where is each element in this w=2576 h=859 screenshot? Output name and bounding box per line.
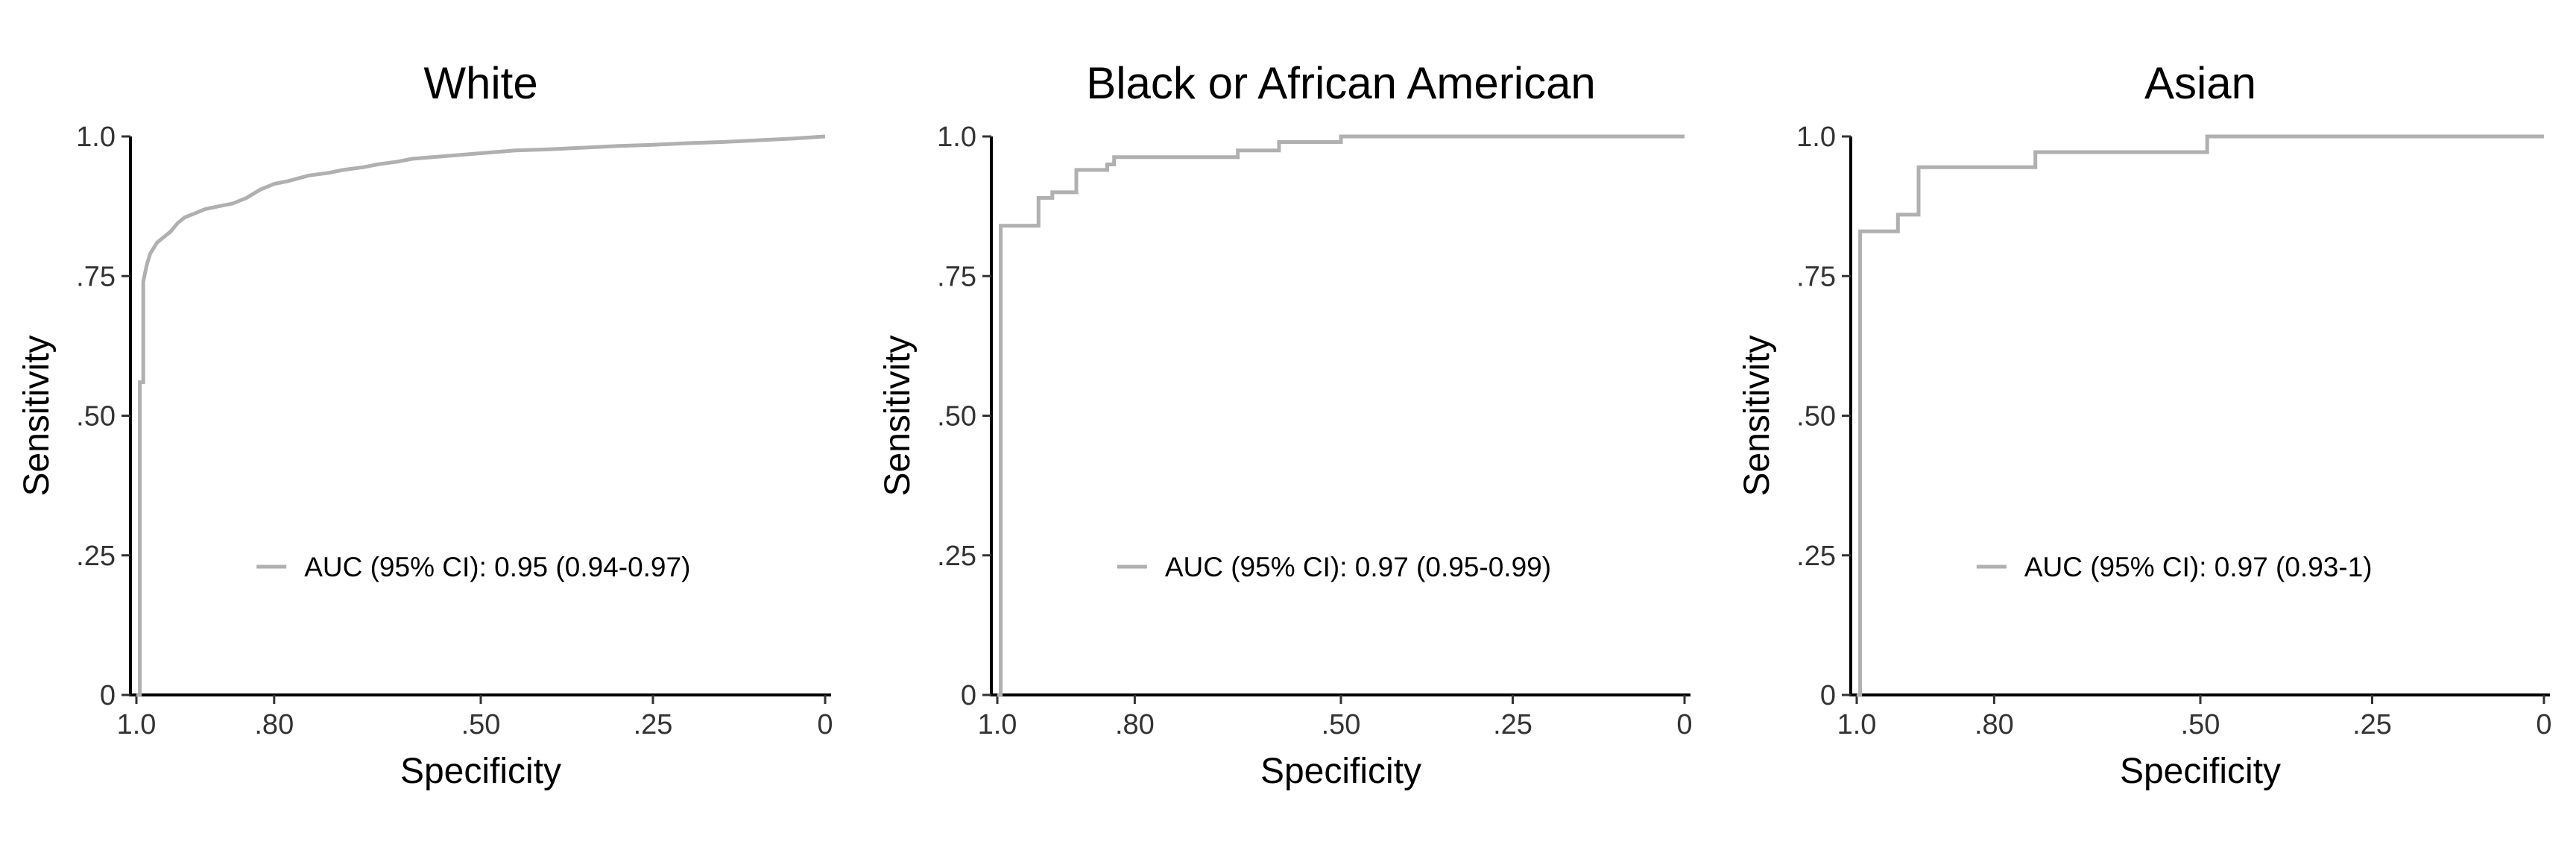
y-tick-label: 1.0 [1796, 122, 1836, 153]
y-tick-label: 1.0 [937, 122, 976, 153]
x-tick-label: .25 [634, 709, 673, 740]
x-axis-title: Specificity [400, 752, 561, 791]
legend-label: AUC (95% CI): 0.97 (0.95-0.99) [1165, 552, 1551, 582]
y-tick-label: 1.0 [76, 122, 116, 153]
y-tick-label: .50 [937, 401, 976, 432]
y-tick-label: .75 [76, 261, 116, 292]
roc-panel-black-or-african-american: Black or African American 0 .25 .50 .75 1.0 1.… [878, 58, 1693, 791]
chart-title: Asian [2144, 58, 2256, 108]
chart-title: White [423, 58, 537, 108]
x-tick-label: 1.0 [978, 709, 1017, 740]
x-tick-label: .80 [254, 709, 294, 740]
y-tick-label: .75 [937, 261, 976, 292]
roc-curve [997, 134, 1685, 697]
y-tick-label: 0 [100, 680, 116, 711]
x-tick-label: .80 [1974, 709, 2014, 740]
roc-panel-asian: Asian 0 .25 .50 .75 1.0 1.0 .80 .50 .25 0 Specifici… [1737, 58, 2552, 791]
x-axis-title: Specificity [1260, 752, 1421, 791]
x-tick-label: 1.0 [1837, 709, 1877, 740]
x-tick-label: 0 [2536, 709, 2551, 740]
y-tick-label: 0 [1820, 680, 1836, 711]
chart-title: Black or African American [1086, 58, 1596, 108]
x-tick-label: .25 [2352, 709, 2392, 740]
y-tick-label: .50 [1796, 401, 1836, 432]
x-tick-label: 1.0 [117, 709, 157, 740]
roc-curve [136, 134, 826, 697]
x-tick-label: 0 [817, 709, 833, 740]
legend-label: AUC (95% CI): 0.95 (0.94-0.97) [304, 552, 690, 582]
y-tick-label: .75 [1796, 261, 1836, 292]
y-tick-label: .25 [937, 541, 976, 572]
x-tick-label: 0 [1676, 709, 1692, 740]
x-tick-label: .50 [1322, 709, 1361, 740]
y-axis-title: Sensitivity [878, 335, 918, 496]
x-tick-label: .25 [1493, 709, 1532, 740]
roc-curve [1857, 134, 2544, 697]
y-tick-label: .25 [76, 541, 116, 572]
y-tick-label: .25 [1796, 541, 1836, 572]
y-tick-label: 0 [961, 680, 976, 711]
y-axis-title: Sensitivity [17, 335, 57, 496]
x-tick-label: .80 [1115, 709, 1155, 740]
roc-panel-white: White 0 .25 .50 .75 1.0 1.0 .80 .50 .25 0 Specifici… [17, 58, 833, 791]
x-tick-label: .50 [461, 709, 501, 740]
x-tick-label: .50 [2181, 709, 2220, 740]
y-tick-label: .50 [76, 401, 116, 432]
y-axis-title: Sensitivity [1737, 335, 1777, 496]
legend-label: AUC (95% CI): 0.97 (0.93-1) [2024, 552, 2373, 582]
x-axis-title: Specificity [2120, 752, 2281, 791]
